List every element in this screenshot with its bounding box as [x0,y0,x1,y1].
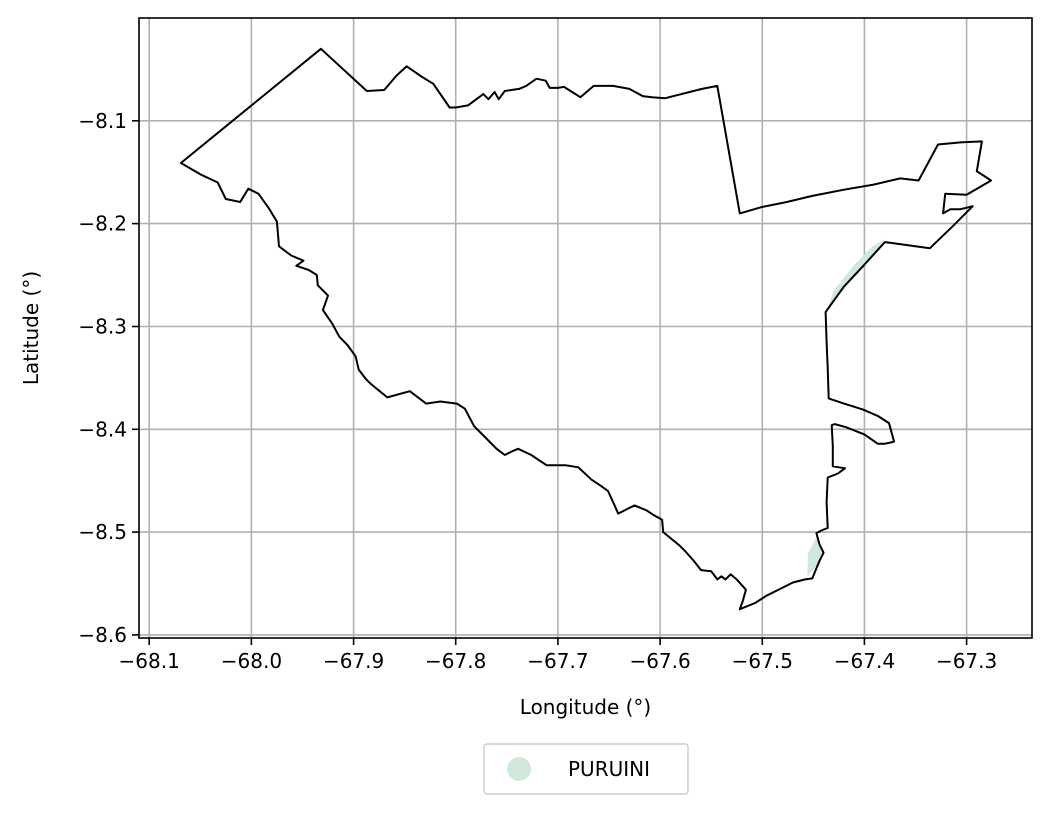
region-boundary [179,47,993,611]
plot-frame [138,17,1033,639]
y-tick-label: −8.1 [78,109,127,133]
axis-ticks: −68.1 −68.0 −67.9 −67.8 −67.7 −67.6 −67.5 −67.4… [78,109,997,673]
boundary-layer [179,47,993,611]
x-tick-label: −68.1 [119,649,180,673]
puruini-area [807,537,824,578]
x-tick-label: −67.7 [527,649,588,673]
x-tick-label: −67.8 [425,649,486,673]
legend: PURUINI [483,743,689,795]
x-tick-label: −67.4 [834,649,895,673]
legend-marker [507,757,531,781]
x-tick-label: −68.0 [221,649,282,673]
y-tick-label: −8.4 [78,417,127,441]
legend-label: PURUINI [568,757,650,781]
y-axis-label: Latitude (°) [19,271,43,385]
y-tick-label: −8.2 [78,212,127,236]
x-tick-label: −67.3 [936,649,997,673]
y-tick-label: −8.3 [78,315,127,339]
grid-lines [139,18,1032,638]
x-tick-label: −67.6 [629,649,690,673]
x-axis-label: Longitude (°) [520,695,651,719]
x-tick-label: −67.5 [732,649,793,673]
y-tick-label: −8.5 [78,520,127,544]
x-tick-label: −67.9 [323,649,384,673]
y-tick-label: −8.6 [78,623,127,647]
legend-box [483,743,689,795]
